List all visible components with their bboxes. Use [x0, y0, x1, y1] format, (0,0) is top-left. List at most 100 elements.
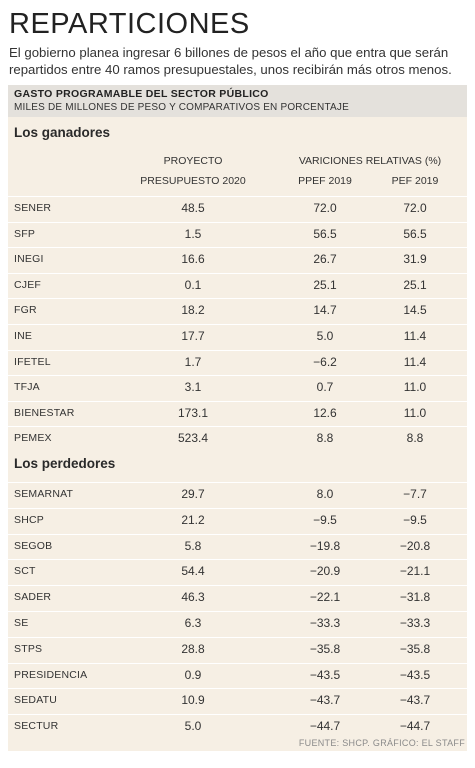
- row-pef-value: −7.7: [403, 487, 427, 501]
- row-pef-value: 11.4: [403, 329, 427, 343]
- row-proyecto-value: 6.3: [184, 616, 202, 630]
- row-ppef-value: −19.8: [309, 538, 341, 553]
- row-pef-value: −35.8: [399, 641, 431, 656]
- row-proyecto-value: 46.3: [181, 590, 205, 605]
- row-pef-value: 56.5: [403, 226, 427, 241]
- row-divider: [8, 426, 467, 428]
- table-row: PRESIDENCIA 0.9 −43.5 −43.5: [8, 664, 467, 688]
- row-pef-value: −44.7: [399, 719, 431, 734]
- row-pef-value: −43.7: [399, 693, 431, 708]
- row-divider: [8, 400, 467, 402]
- row-name: TFJA: [14, 381, 40, 394]
- row-pef-value: −31.8: [399, 590, 431, 605]
- row-ppef-value: −22.1: [309, 590, 341, 605]
- table-row: INEGI 16.6 26.7 31.9: [8, 248, 467, 272]
- row-ppef-value: −33.3: [309, 616, 341, 630]
- panel-header-subtitle: MILES DE MILLONES DE PESO Y COMPARATIVOS…: [14, 102, 349, 113]
- row-proyecto-value: 0.1: [184, 277, 202, 292]
- row-divider: [8, 688, 467, 690]
- row-name: SCT: [14, 565, 36, 578]
- row-divider: [8, 247, 467, 249]
- row-proyecto-value: 48.5: [181, 201, 205, 215]
- row-pef-value: 8.8: [406, 431, 424, 446]
- row-proyecto-value: 29.7: [181, 487, 205, 501]
- table-row: TFJA 3.1 0.7 11.0: [8, 376, 467, 400]
- row-ppef-value: −43.5: [309, 667, 341, 682]
- page-subtitle: El gobierno planea ingresar 6 billones d…: [9, 45, 452, 77]
- row-pef-value: −20.8: [399, 538, 431, 553]
- row-divider: [8, 324, 467, 325]
- table-row: SADER 46.3 −22.1 −31.8: [8, 586, 467, 610]
- row-divider: [8, 349, 467, 351]
- row-divider: [8, 585, 467, 587]
- row-ppef-value: 8.8: [316, 431, 334, 446]
- table-row: SEMARNAT 29.7 8.0 −7.7: [8, 483, 467, 507]
- row-proyecto-value: 54.4: [181, 564, 205, 579]
- col-head-ppef: PPEF 2019: [298, 175, 352, 187]
- source-footer: FUENTE: SHCP. GRÁFICO: EL STAFF: [298, 738, 465, 748]
- row-divider: [8, 298, 467, 300]
- row-pef-value: 25.1: [403, 277, 427, 292]
- row-pef-value: −33.3: [399, 616, 431, 630]
- table-row: SHCP 21.2 −9.5 −9.5: [8, 509, 467, 533]
- row-divider: [8, 196, 467, 197]
- row-proyecto-value: 3.1: [184, 380, 202, 395]
- row-ppef-value: −44.7: [309, 719, 341, 734]
- row-divider: [8, 611, 467, 612]
- row-proyecto-value: 173.1: [177, 405, 209, 420]
- row-ppef-value: 0.7: [316, 380, 334, 395]
- row-divider: [8, 662, 467, 664]
- table-row: STPS 28.8 −35.8 −35.8: [8, 638, 467, 662]
- row-name: PEMEX: [14, 432, 52, 445]
- col-head-pef: PEF 2019: [391, 175, 439, 187]
- row-name: SADER: [14, 591, 52, 604]
- table-row: BIENESTAR 173.1 12.6 11.0: [8, 402, 467, 426]
- row-proyecto-value: 16.6: [181, 252, 205, 267]
- table-row: SE 6.3 −33.3 −33.3: [8, 612, 467, 636]
- row-pef-value: −43.5: [399, 667, 431, 682]
- row-pef-value: −9.5: [403, 512, 427, 527]
- row-ppef-value: 56.5: [313, 226, 337, 241]
- row-pef-value: −21.1: [399, 564, 431, 579]
- row-divider: [8, 221, 467, 223]
- row-pef-value: 31.9: [403, 252, 427, 267]
- row-ppef-value: −20.9: [309, 564, 341, 579]
- row-name: INE: [14, 330, 33, 342]
- row-pef-value: 11.0: [403, 405, 427, 420]
- row-ppef-value: 14.7: [313, 303, 337, 318]
- row-proyecto-value: 5.0: [184, 719, 202, 734]
- row-pef-value: 72.0: [403, 201, 427, 215]
- row-name: SEMARNAT: [14, 488, 74, 500]
- row-proyecto-value: 18.2: [181, 303, 205, 318]
- table-row: INE 17.7 5.0 11.4: [8, 325, 467, 349]
- table-row: IFETEL 1.7 −6.2 11.4: [8, 351, 467, 375]
- row-pef-value: 11.4: [403, 354, 427, 369]
- col-head-proyecto-line1: PROYECTO: [163, 155, 223, 167]
- table-row: SFP 1.5 56.5 56.5: [8, 223, 467, 247]
- row-ppef-value: −6.2: [313, 354, 337, 369]
- row-ppef-value: 26.7: [313, 252, 337, 267]
- row-name: CJEF: [14, 278, 42, 291]
- section-title-ganadores: Los ganadores: [14, 125, 111, 140]
- row-proyecto-value: 1.5: [184, 226, 202, 241]
- row-divider: [8, 714, 467, 716]
- row-proyecto-value: 523.4: [177, 431, 209, 446]
- row-ppef-value: −43.7: [309, 693, 341, 708]
- row-name: IFETEL: [14, 355, 51, 368]
- row-ppef-value: −9.5: [313, 512, 337, 527]
- row-name: SEDATU: [14, 694, 58, 707]
- row-proyecto-value: 1.7: [184, 354, 202, 369]
- row-name: PRESIDENCIA: [14, 668, 88, 681]
- table-panel: GASTO PROGRAMABLE DEL SECTOR PÚBLICO MIL…: [8, 85, 467, 751]
- row-divider: [8, 482, 467, 483]
- panel-header-title: GASTO PROGRAMABLE DEL SECTOR PÚBLICO: [14, 88, 269, 100]
- row-divider: [8, 507, 467, 509]
- row-name: STPS: [14, 642, 43, 655]
- row-ppef-value: 5.0: [316, 329, 334, 343]
- row-ppef-value: 12.6: [313, 405, 337, 420]
- row-divider: [8, 375, 467, 377]
- panel-header: GASTO PROGRAMABLE DEL SECTOR PÚBLICO MIL…: [8, 85, 467, 117]
- table-row: SENER 48.5 72.0 72.0: [8, 197, 467, 221]
- row-ppef-value: −35.8: [309, 641, 341, 656]
- row-ppef-value: 25.1: [313, 277, 337, 292]
